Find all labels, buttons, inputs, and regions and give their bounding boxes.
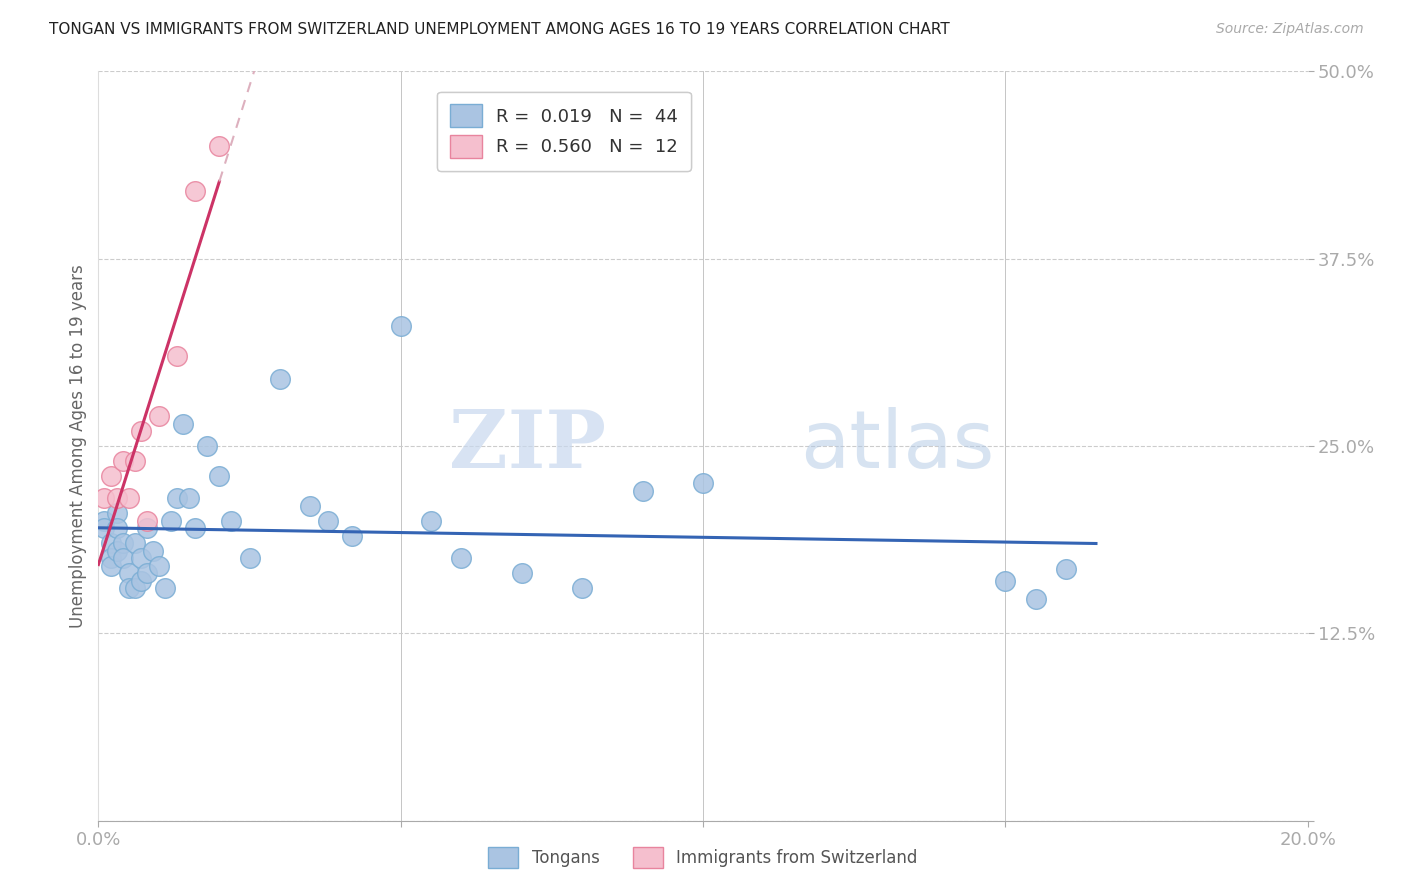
Point <box>510 566 533 581</box>
Text: ZIP: ZIP <box>450 407 606 485</box>
Point <box>100 551 122 566</box>
Point <box>631 483 654 498</box>
Point <box>184 521 207 535</box>
Point <box>118 491 141 506</box>
Point <box>142 544 165 558</box>
Point <box>118 566 141 581</box>
Point <box>105 491 128 506</box>
Point <box>93 521 115 535</box>
Point <box>299 499 322 513</box>
Legend: Tongans, Immigrants from Switzerland: Tongans, Immigrants from Switzerland <box>482 840 924 875</box>
Point <box>269 371 291 385</box>
Point <box>105 507 128 521</box>
Point <box>195 439 218 453</box>
Point <box>93 514 115 528</box>
Point <box>93 491 115 506</box>
Point <box>135 566 157 581</box>
Point <box>105 544 128 558</box>
Point <box>118 582 141 596</box>
Point <box>208 469 231 483</box>
Text: Source: ZipAtlas.com: Source: ZipAtlas.com <box>1216 22 1364 37</box>
Point <box>994 574 1017 588</box>
Point <box>221 514 243 528</box>
Point <box>148 409 170 423</box>
Point <box>135 514 157 528</box>
Point <box>111 551 134 566</box>
Point <box>166 349 188 363</box>
Point <box>239 551 262 566</box>
Point <box>1054 562 1077 576</box>
Legend: R =  0.019   N =  44, R =  0.560   N =  12: R = 0.019 N = 44, R = 0.560 N = 12 <box>437 92 690 170</box>
Point <box>179 491 201 506</box>
Point <box>342 529 364 543</box>
Point <box>124 536 146 550</box>
Text: TONGAN VS IMMIGRANTS FROM SWITZERLAND UNEMPLOYMENT AMONG AGES 16 TO 19 YEARS COR: TONGAN VS IMMIGRANTS FROM SWITZERLAND UN… <box>49 22 950 37</box>
Point <box>129 574 152 588</box>
Point <box>389 319 412 334</box>
Point <box>129 424 152 438</box>
Point <box>184 184 207 198</box>
Point <box>124 582 146 596</box>
Point <box>105 521 128 535</box>
Point <box>160 514 183 528</box>
Y-axis label: Unemployment Among Ages 16 to 19 years: Unemployment Among Ages 16 to 19 years <box>69 264 87 628</box>
Point <box>692 476 714 491</box>
Point <box>148 558 170 573</box>
Point <box>135 521 157 535</box>
Point <box>153 582 176 596</box>
Point <box>129 551 152 566</box>
Point <box>450 551 472 566</box>
Point <box>111 454 134 468</box>
Point <box>571 582 593 596</box>
Point <box>166 491 188 506</box>
Point <box>100 536 122 550</box>
Point <box>420 514 443 528</box>
Point <box>316 514 339 528</box>
Text: atlas: atlas <box>800 407 994 485</box>
Point <box>124 454 146 468</box>
Point <box>100 558 122 573</box>
Point <box>100 469 122 483</box>
Point <box>208 139 231 153</box>
Point <box>111 536 134 550</box>
Point <box>1024 591 1046 606</box>
Point <box>172 417 194 431</box>
